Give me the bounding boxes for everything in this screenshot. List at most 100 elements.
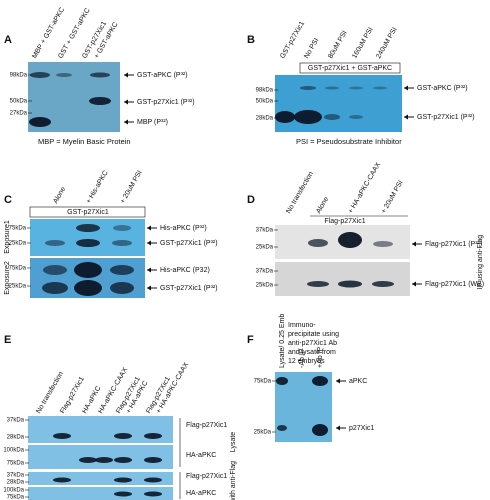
arrow-head (404, 85, 408, 91)
marker-label: 37kDa (256, 228, 274, 234)
band (338, 280, 362, 288)
marker-label: 98kDa (10, 73, 28, 79)
band (45, 240, 65, 246)
lane-label: +Ab IP (317, 346, 324, 368)
band-label: His-aPKC (P32) (160, 267, 210, 274)
band (276, 377, 288, 385)
panel-letter: E (4, 334, 11, 346)
marker-label: 25kDa (9, 241, 27, 247)
band-label: GST-p27Xic1 (P³²) (160, 240, 218, 247)
arrow-head (412, 241, 416, 247)
band (112, 240, 132, 246)
lane-label: -Ab IP (299, 348, 306, 368)
band (114, 491, 132, 497)
marker-label: 98kDa (256, 88, 274, 94)
lane-label: No PSI (303, 37, 320, 60)
band-label: Flag-p27Xic1 (186, 422, 227, 429)
band-label: Flag-p27Xic1 (WB) (425, 281, 484, 288)
band-label: GST-aPKC (P³²) (137, 72, 188, 79)
band (43, 265, 67, 275)
band (294, 110, 322, 124)
marker-label: 75kDa (9, 226, 27, 232)
band (338, 232, 362, 248)
lane-label: Alone (52, 186, 67, 205)
band (74, 280, 102, 296)
band-label: His-aPKC (P³²) (160, 225, 207, 232)
band (144, 477, 162, 483)
band (312, 424, 328, 436)
arrow-head (124, 99, 128, 105)
band (53, 433, 71, 439)
panel-letter: A (4, 34, 12, 46)
band (76, 239, 100, 247)
band-label: HA-aPKC (186, 490, 216, 497)
panel-letter: F (247, 334, 254, 346)
note-text: anti-p27Xic1 Ab (288, 340, 337, 347)
band-label: GST-p27Xic1 (P³²) (417, 114, 475, 121)
marker-label: 25kDa (256, 283, 274, 289)
side-label: Lysate (230, 432, 237, 452)
panel-letter: C (4, 194, 12, 206)
panel-letter: D (247, 194, 255, 206)
arrow-head (147, 240, 151, 246)
band (144, 491, 162, 497)
arrow-head (336, 425, 340, 431)
arrow-head (412, 281, 416, 287)
lane-label: 80uM PSI (327, 30, 348, 60)
band (79, 457, 97, 463)
lane-label: + 20uM PSI (380, 180, 404, 215)
band (30, 72, 50, 78)
marker-label: 27kDa (10, 111, 28, 117)
band (312, 376, 328, 386)
lane-label: + 20uM PSI (119, 170, 143, 205)
blot (275, 75, 402, 132)
arrow-head (147, 225, 151, 231)
band-label: Flag-p27Xic1 (186, 473, 227, 480)
band (373, 86, 387, 90)
band (372, 281, 394, 287)
arrow-head (124, 119, 128, 125)
band (114, 433, 132, 439)
marker-label: 100kDa (3, 448, 24, 454)
side-label: IP using anti-Flag (477, 235, 484, 289)
band (325, 86, 339, 90)
band-label: p27Xic1 (349, 425, 374, 432)
band-label: GST-p27Xic1 (P³²) (160, 285, 218, 292)
band (324, 114, 340, 120)
note-text: precipitate using (288, 331, 339, 338)
marker-label: 100kDa (3, 488, 24, 494)
side-label: Exposure1 (4, 220, 11, 254)
band (74, 262, 102, 278)
marker-label: 25kDa (256, 245, 274, 251)
note-text: 12 embryos (288, 358, 325, 365)
side-label: Exposure2 (4, 261, 11, 295)
band-label: HA-aPKC (186, 452, 216, 459)
band (114, 477, 132, 483)
marker-label: 50kDa (256, 99, 274, 105)
marker-label: 75kDa (7, 461, 25, 467)
lane-label: 160uM PSI (351, 26, 374, 60)
band-label: Flag-p27Xic1 (P³²) (425, 241, 482, 248)
header-box (29, 206, 146, 218)
blot (28, 416, 173, 443)
header-label: GST-p27Xic1 (67, 209, 109, 216)
band (29, 117, 51, 127)
blot (28, 445, 173, 469)
lane-label: + His-aPKC (85, 170, 109, 205)
band-label: GST-p27Xic1 (P³²) (137, 99, 195, 106)
note-text: Immuno- (288, 322, 316, 329)
band (373, 241, 393, 247)
arrow-head (124, 72, 128, 78)
lane-label: No transfection (285, 171, 315, 215)
band (300, 86, 316, 90)
marker-label: 28kDa (7, 480, 25, 486)
marker-label: 25kDa (9, 284, 27, 290)
band (308, 239, 328, 247)
marker-label: 37kDa (256, 269, 274, 275)
band (113, 225, 131, 231)
marker-label: 28kDa (7, 435, 25, 441)
marker-label: 50kDa (10, 99, 28, 105)
band (89, 97, 111, 105)
marker-label: 75kDa (254, 379, 272, 385)
band-label: aPKC (349, 378, 367, 385)
